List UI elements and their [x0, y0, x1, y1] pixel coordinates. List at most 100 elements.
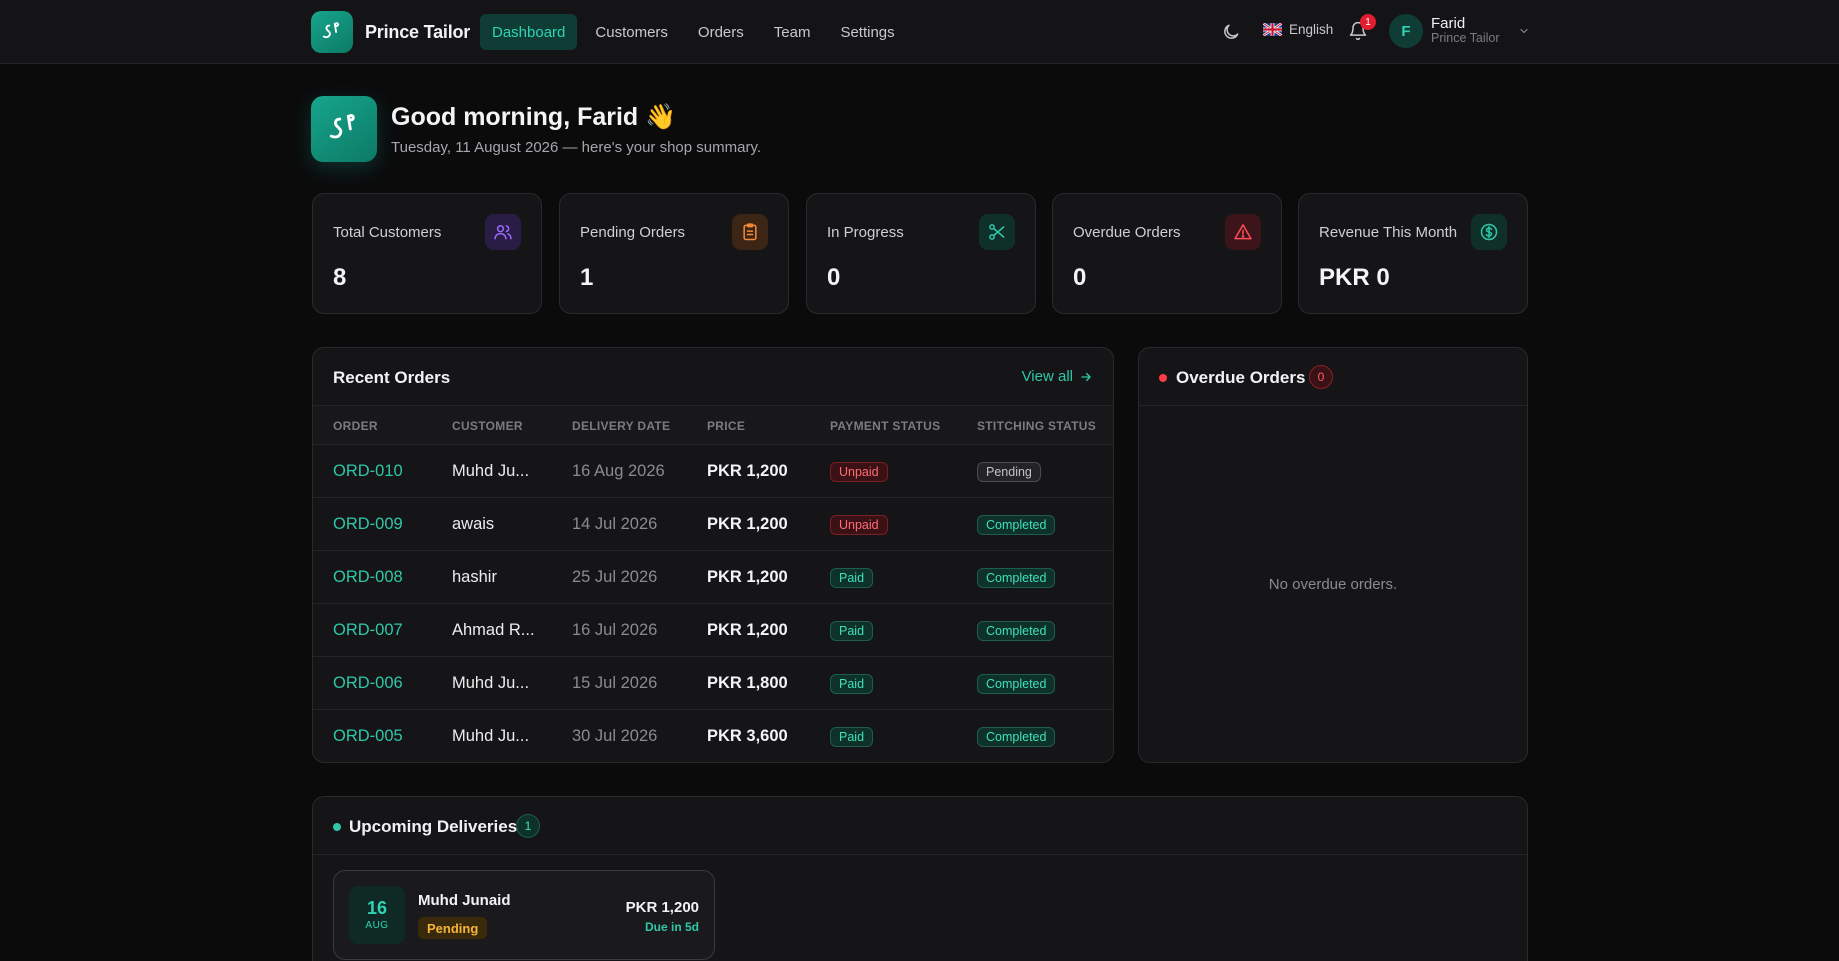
upcoming-deliveries-title: Upcoming Deliveries: [349, 817, 518, 836]
stat-card-in-progress[interactable]: In Progress 0: [806, 193, 1036, 314]
nav-orders[interactable]: Orders: [697, 23, 744, 41]
stat-label: Total Customers: [333, 224, 442, 241]
col-stitching-status[interactable]: STITCHING STATUS: [977, 419, 1097, 433]
customer-name: Muhd Ju...: [452, 674, 530, 692]
stitching-status-badge: Completed: [977, 727, 1056, 747]
order-id[interactable]: ORD-005: [333, 727, 403, 745]
payment-status-badge: Paid: [830, 568, 874, 588]
delivery-date: 25 Jul 2026: [572, 568, 658, 586]
delivery-date: 16 Jul 2026: [572, 621, 658, 639]
customer-name: Ahmad R...: [452, 621, 535, 639]
order-id[interactable]: ORD-006: [333, 674, 403, 692]
alert-triangle-icon: [1225, 214, 1261, 250]
table-row[interactable]: ORD-010 Muhd Ju... 16 Aug 2026 PKR 1,200…: [313, 445, 1113, 498]
brand-name: Prince Tailor: [365, 21, 471, 42]
col-price[interactable]: PRICE: [707, 419, 746, 433]
clipboard-icon: [732, 214, 768, 250]
page-title: Good morning, Farid 👋: [391, 103, 677, 131]
stat-value: 0: [1073, 264, 1087, 291]
table-row[interactable]: ORD-008 hashir 25 Jul 2026 PKR 1,200 Pai…: [313, 551, 1113, 604]
order-id[interactable]: ORD-010: [333, 462, 403, 480]
customer-name: awais: [452, 515, 495, 533]
delivery-status-badge: Pending: [418, 917, 488, 939]
delivery-date: 15 Jul 2026: [572, 674, 658, 692]
customer-name: Muhd Ju...: [452, 727, 530, 745]
uk-flag-icon: [1263, 23, 1282, 36]
col-order[interactable]: ORDER: [333, 419, 378, 433]
stat-card-revenue[interactable]: Revenue This Month PKR 0: [1298, 193, 1528, 314]
price: PKR 1,800: [707, 674, 788, 692]
empty-state-text: No overdue orders.: [1268, 576, 1398, 593]
upcoming-count-badge: 1: [516, 814, 540, 838]
payment-status-badge: Unpaid: [830, 515, 888, 535]
stat-card-overdue-orders[interactable]: Overdue Orders 0: [1052, 193, 1282, 314]
language-label: English: [1289, 22, 1334, 37]
price: PKR 1,200: [707, 621, 788, 639]
user-text: Farid Prince Tailor: [1431, 15, 1500, 46]
price: PKR 1,200: [707, 515, 788, 533]
arrow-right-icon: [1081, 372, 1091, 381]
recent-orders-panel: Recent Orders View all ORDER CUSTOMER DE…: [312, 347, 1114, 763]
moon-icon[interactable]: [1221, 22, 1241, 42]
price: PKR 1,200: [707, 462, 788, 480]
needle-logo-icon: [311, 11, 353, 53]
bell-icon[interactable]: [1348, 21, 1370, 43]
overdue-orders-title: Overdue Orders: [1176, 368, 1306, 387]
delivery-card[interactable]: 16 AUG Muhd Junaid Pending PKR 1,200 Due…: [333, 870, 715, 960]
status-dot: [1159, 374, 1167, 382]
customer-name: hashir: [452, 568, 497, 586]
price: PKR 3,600: [707, 727, 788, 745]
view-all-label: View all: [1021, 368, 1073, 385]
delivery-date: 30 Jul 2026: [572, 727, 658, 745]
order-id[interactable]: ORD-009: [333, 515, 403, 533]
top-navbar: Prince Tailor Dashboard Customers Orders…: [0, 0, 1839, 64]
col-customer[interactable]: CUSTOMER: [452, 419, 523, 433]
stat-value: 8: [333, 264, 347, 291]
payment-status-badge: Paid: [830, 674, 874, 694]
divider: [313, 854, 1527, 855]
table-header: ORDER CUSTOMER DELIVERY DATE PRICE PAYME…: [313, 405, 1113, 445]
table-row[interactable]: ORD-006 Muhd Ju... 15 Jul 2026 PKR 1,800…: [313, 657, 1113, 710]
stat-card-pending-orders[interactable]: Pending Orders 1: [559, 193, 789, 314]
dollar-circle-icon: [1471, 214, 1507, 250]
nav-settings[interactable]: Settings: [840, 23, 895, 41]
overdue-count-badge: 0: [1309, 365, 1333, 389]
chevron-down-icon: [1520, 28, 1528, 34]
recent-orders-title: Recent Orders: [333, 368, 451, 387]
order-id[interactable]: ORD-007: [333, 621, 403, 639]
avatar: F: [1389, 14, 1423, 48]
delivery-day: 16: [366, 898, 388, 918]
nav-customers[interactable]: Customers: [595, 23, 668, 41]
stitching-status-badge: Completed: [977, 674, 1056, 694]
delivery-price: PKR 1,200: [625, 899, 699, 916]
delivery-date: 16 Aug 2026: [572, 462, 665, 480]
payment-status-badge: Unpaid: [830, 462, 888, 482]
col-payment-status[interactable]: PAYMENT STATUS: [830, 419, 941, 433]
notification-badge: 1: [1360, 14, 1376, 30]
stat-card-total-customers[interactable]: Total Customers 8: [312, 193, 542, 314]
delivery-date: 14 Jul 2026: [572, 515, 658, 533]
delivery-month: AUG: [365, 920, 389, 931]
stat-label: Pending Orders: [580, 224, 686, 241]
order-id[interactable]: ORD-008: [333, 568, 403, 586]
view-all-link[interactable]: View all: [1022, 368, 1093, 385]
delivery-due: Due in 5d: [644, 920, 699, 934]
divider: [1139, 405, 1527, 406]
language-selector[interactable]: English: [1263, 22, 1333, 37]
table-row[interactable]: ORD-005 Muhd Ju... 30 Jul 2026 PKR 3,600…: [313, 710, 1113, 762]
stat-value: 1: [580, 264, 594, 291]
user-menu[interactable]: F Farid Prince Tailor: [1389, 14, 1530, 48]
table-row[interactable]: ORD-007 Ahmad R... 16 Jul 2026 PKR 1,200…: [313, 604, 1113, 657]
delivery-customer: Muhd Junaid: [418, 892, 511, 909]
stitching-status-badge: Completed: [977, 568, 1056, 588]
upcoming-deliveries-panel: Upcoming Deliveries 1 16 AUG Muhd Junaid…: [312, 796, 1528, 961]
brand[interactable]: Prince Tailor: [311, 11, 470, 53]
nav-dashboard[interactable]: Dashboard: [480, 14, 578, 50]
table-row[interactable]: ORD-009 awais 14 Jul 2026 PKR 1,200 Unpa…: [313, 498, 1113, 551]
overdue-orders-panel: Overdue Orders 0 No overdue orders.: [1138, 347, 1528, 763]
nav-team[interactable]: Team: [773, 23, 811, 41]
stitching-status-badge: Completed: [977, 621, 1056, 641]
payment-status-badge: Paid: [830, 727, 874, 747]
col-delivery-date[interactable]: DELIVERY DATE: [572, 419, 671, 433]
stat-label: Revenue This Month: [1319, 224, 1458, 241]
